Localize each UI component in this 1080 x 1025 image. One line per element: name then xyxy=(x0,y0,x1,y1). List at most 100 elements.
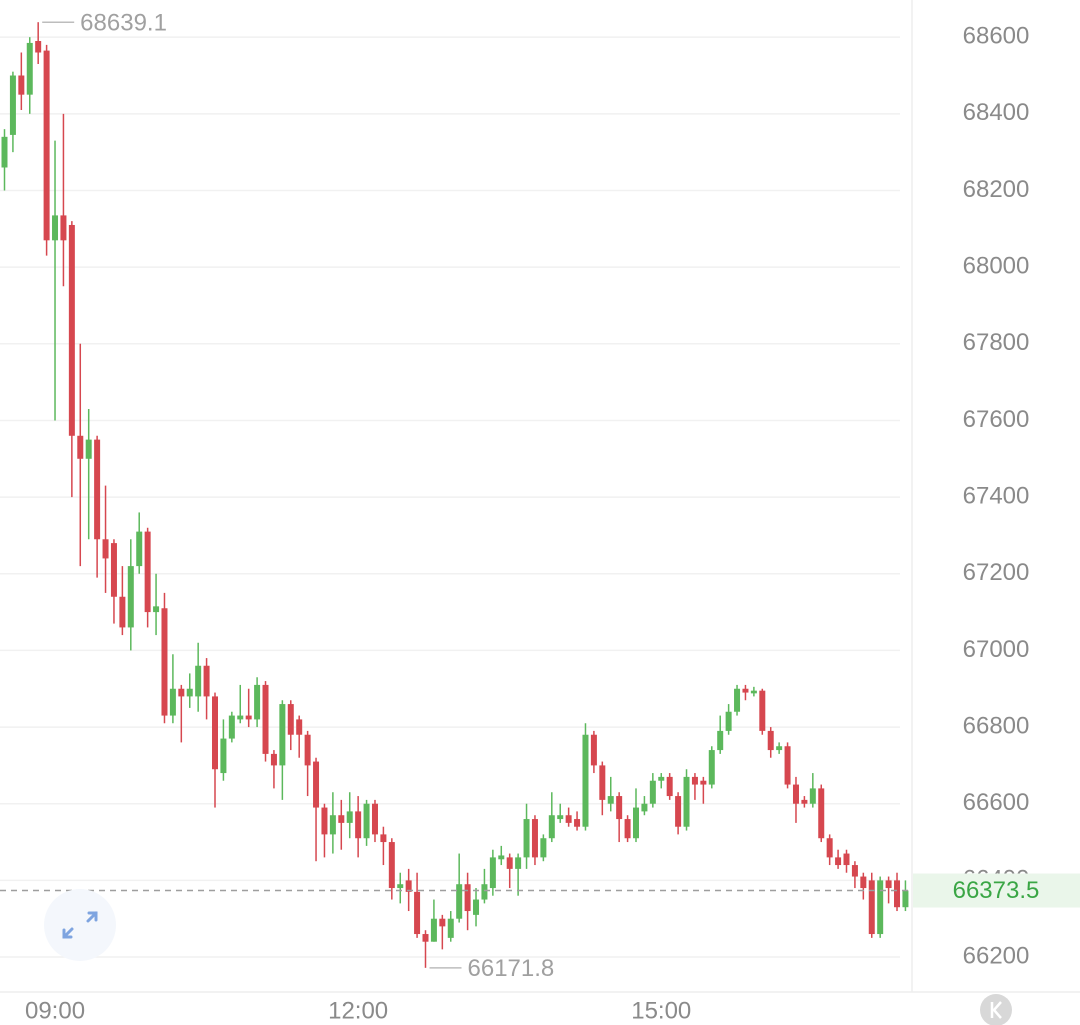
kline-button[interactable] xyxy=(980,994,1012,1025)
candle-body xyxy=(489,857,496,889)
candle-body xyxy=(902,890,909,908)
y-tick-label: 67400 xyxy=(963,482,1030,509)
candle-body xyxy=(77,435,84,459)
candle-body xyxy=(616,796,623,820)
candle-body xyxy=(35,41,42,53)
candle-body xyxy=(574,819,581,827)
candle-body xyxy=(877,880,884,935)
candle-body xyxy=(607,796,614,804)
candle-body xyxy=(809,788,816,804)
candle-body xyxy=(254,684,261,720)
candle-body xyxy=(464,884,471,912)
candle-body xyxy=(531,819,538,858)
y-tick-label: 68400 xyxy=(963,99,1030,126)
candle-body xyxy=(868,880,875,935)
candle-body xyxy=(590,734,597,766)
candle-body xyxy=(784,746,791,785)
candle-body xyxy=(540,838,547,858)
overlay: 68639.1 66171.8 66373.5 xyxy=(0,10,1080,982)
y-tick-label: 66200 xyxy=(963,942,1030,969)
candle-body xyxy=(68,224,75,436)
candle-body xyxy=(658,776,665,781)
candle-body xyxy=(691,776,698,785)
candle-body xyxy=(515,857,522,869)
y-tick-label: 66800 xyxy=(963,712,1030,739)
candle-body xyxy=(321,807,328,835)
candle-body xyxy=(388,842,395,889)
candle-body xyxy=(18,75,25,95)
candle-body xyxy=(195,665,202,697)
candle-body xyxy=(835,857,842,866)
candle-body xyxy=(52,215,59,241)
candle-body xyxy=(127,566,134,628)
candle-body xyxy=(338,815,345,823)
min-label: 66171.8 xyxy=(468,955,555,982)
candle-body xyxy=(633,807,639,839)
grid: 6620066400666006680067000672006740067600… xyxy=(0,23,1030,1024)
candle-body xyxy=(94,439,101,540)
candle-body xyxy=(759,690,766,731)
x-tick-label: 15:00 xyxy=(631,997,691,1024)
last-price-box xyxy=(913,873,1080,908)
y-tick-label: 68200 xyxy=(963,176,1030,203)
candle-body xyxy=(169,688,176,716)
candle-body xyxy=(102,539,109,559)
max-label: 68639.1 xyxy=(80,10,167,37)
y-tick-label: 68600 xyxy=(963,23,1030,50)
candle-body xyxy=(506,857,513,869)
candle-body xyxy=(750,690,757,694)
y-tick-label: 67000 xyxy=(963,636,1030,663)
candle-body xyxy=(792,784,799,804)
candle-body xyxy=(826,838,833,858)
candle-body xyxy=(860,876,867,889)
candle-body xyxy=(725,711,732,731)
candle-body xyxy=(447,918,454,938)
candle-body xyxy=(228,715,235,739)
y-tick-label: 67600 xyxy=(963,406,1030,433)
y-tick-label: 67200 xyxy=(963,559,1030,586)
candle-body xyxy=(414,891,421,935)
candle-body xyxy=(26,42,33,95)
candle-body xyxy=(329,815,336,835)
candle-body xyxy=(237,715,244,720)
y-tick-label: 67800 xyxy=(963,329,1030,356)
x-tick-label: 12:00 xyxy=(328,997,388,1024)
candle-body xyxy=(885,880,892,889)
candle-body xyxy=(186,688,193,697)
x-tick-label: 09:00 xyxy=(25,997,85,1024)
candle-body xyxy=(119,596,126,628)
y-tick-label: 66600 xyxy=(963,789,1030,816)
candle-body xyxy=(161,608,168,716)
candle-body xyxy=(557,815,564,820)
candle-body xyxy=(767,730,774,751)
candle-body xyxy=(734,688,741,712)
candle-body xyxy=(498,855,505,860)
candle-body xyxy=(203,665,210,697)
candle-body xyxy=(245,715,252,720)
expand-button[interactable] xyxy=(44,889,116,961)
candle-body xyxy=(801,799,808,804)
candle-body xyxy=(405,880,412,892)
candle-body xyxy=(717,730,724,751)
candle-body xyxy=(346,811,353,823)
candle-body xyxy=(1,136,8,168)
candle-body xyxy=(649,780,656,804)
candle-body xyxy=(481,884,488,900)
candle-body xyxy=(363,803,370,839)
candle-body xyxy=(262,684,269,754)
candle-body xyxy=(355,811,362,839)
candle-body xyxy=(708,750,715,785)
candle-body xyxy=(43,50,50,241)
candle-body xyxy=(456,884,463,919)
candle-body xyxy=(683,776,690,827)
candle-body xyxy=(304,734,311,766)
candle-body xyxy=(296,719,303,735)
candle-body xyxy=(548,815,555,839)
candle-body xyxy=(565,815,572,823)
candle-body xyxy=(894,880,901,908)
candle-body xyxy=(666,776,673,797)
candle-body xyxy=(473,899,480,915)
candle-body xyxy=(700,780,707,785)
